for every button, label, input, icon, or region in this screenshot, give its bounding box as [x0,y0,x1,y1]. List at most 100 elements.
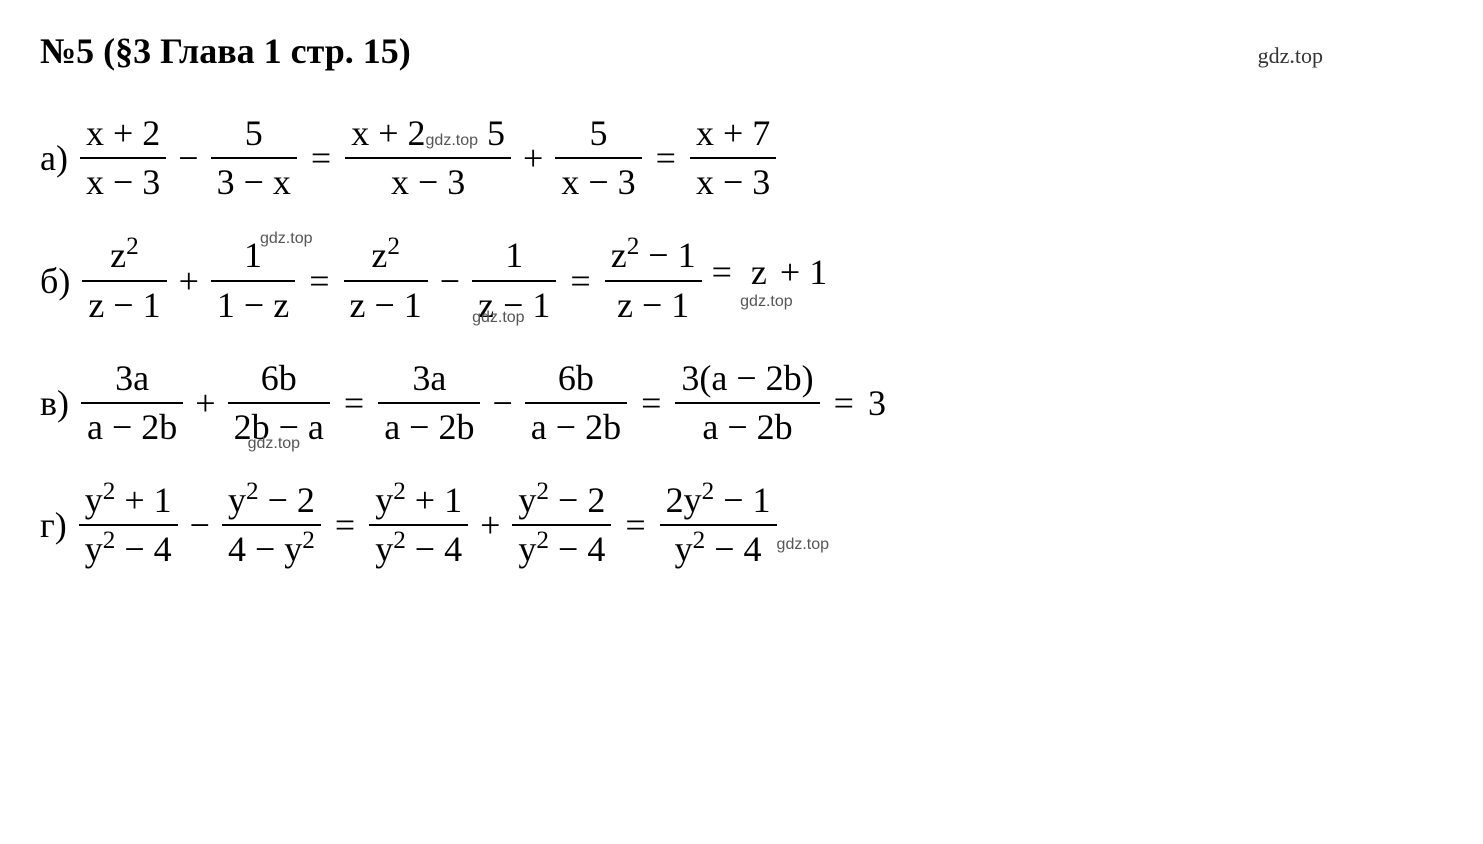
frac-num: 5 [583,112,613,155]
frac-num: 6b [255,357,303,400]
equals-sign: = [335,504,355,546]
result-c: 3 [868,382,886,424]
header-row: №5 (§3 Глава 1 стр. 15) gdz.top [40,30,1443,72]
operator-minus: − [492,382,512,424]
frac-num: 3a [109,357,155,400]
frac-bar [80,157,166,159]
frac-num: x + 7 [690,112,776,155]
page-title: №5 (§3 Глава 1 стр. 15) [40,30,411,72]
equation-b: б) z2 z − 1 + 1 1 − z = z2 z − 1 − 1 z −… [40,234,1443,326]
frac-den: y2 − 4 [369,528,468,571]
fraction-d5: 2y2 − 1 y2 − 4 [660,479,777,571]
frac-num: z2 [365,234,406,277]
frac-num: z2 [104,234,145,277]
frac-num-right: 5 [487,113,505,153]
fraction-c2: 6b 2b − a gdz.top [228,357,330,449]
frac-bar [211,157,297,159]
operator-plus: + [195,382,215,424]
frac-den: x − 3 [385,161,471,204]
frac-num: y2 − 2 [512,479,611,522]
equation-a: а) x + 2 x − 3 − 5 3 − x = x + 2gdz.top … [40,112,1443,204]
frac-bar [345,157,511,159]
item-label-c: в) [40,382,69,424]
frac-den: a − 2b [696,406,798,449]
frac-den: a − 2b [378,406,480,449]
operator-plus: + [480,504,500,546]
equation-c: в) 3a a − 2b + 6b 2b − a gdz.top = 3a a … [40,357,1443,449]
frac-num-left: x + 2 [351,113,425,153]
equals-sign: = [656,137,676,179]
result-z: z [751,252,767,292]
frac-den: 3 − x [211,161,297,204]
fraction-c1: 3a a − 2b [81,357,183,449]
fraction-a4: 5 x − 3 [555,112,641,204]
equals-sign: = [834,382,854,424]
frac-num: 1 [499,234,529,277]
operator-plus: + [523,137,543,179]
frac-num: y2 − 2 [222,479,321,522]
watermark-2: gdz.top [472,309,524,327]
operator-minus: − [440,260,460,302]
frac-num: y2 + 1 [369,479,468,522]
frac-num: x + 2 [80,112,166,155]
fraction-b2: 1 1 − z [211,234,295,326]
equals-sign: = [570,260,590,302]
frac-den: y2 − 4 [79,528,178,571]
watermark-5: gdz.top [777,536,829,554]
fraction-b4: 1 z − 1 gdz.top [472,234,556,326]
equals-sign: = [641,382,661,424]
frac-bar [378,402,480,404]
frac-bar [369,524,468,526]
frac-num: 5 [239,112,269,155]
watermark-header: gdz.top [1258,43,1323,69]
fraction-a3: x + 2gdz.top 5 x − 3 [345,112,511,204]
frac-num: x + 2gdz.top 5 [345,112,511,155]
frac-den: z − 1 [344,284,428,327]
frac-bar [675,402,819,404]
frac-den: x − 3 [555,161,641,204]
equals-sign: = [344,382,364,424]
fraction-d4: y2 − 2 y2 − 4 [512,479,611,571]
frac-num: 3a [406,357,452,400]
fraction-c4: 6b a − 2b [525,357,627,449]
frac-bar [525,402,627,404]
operator-minus: − [190,504,210,546]
frac-bar [211,280,295,282]
frac-den: 1 − z [211,284,295,327]
frac-bar [228,402,330,404]
frac-bar [512,524,611,526]
frac-den: a − 2b [81,406,183,449]
frac-num: y2 + 1 [79,479,178,522]
frac-num: z2 − 1 [605,234,702,277]
fraction-c3: 3a a − 2b [378,357,480,449]
operator-plus: + [179,260,199,302]
item-label-a: а) [40,137,68,179]
equals-sign: = [625,504,645,546]
item-label-d: г) [40,504,67,546]
frac-num: 6b [552,357,600,400]
fraction-d2: y2 − 2 4 − y2 [222,479,321,571]
item-label-b: б) [40,260,70,302]
fraction-d3: y2 + 1 y2 − 4 [369,479,468,571]
frac-num: 2y2 − 1 [660,479,777,522]
fraction-a5: x + 7 x − 3 [690,112,776,204]
fraction-b3: z2 z − 1 [344,234,428,326]
result-b-group: = z + 1 gdz.top [706,251,828,311]
frac-bar [660,524,777,526]
frac-bar [81,402,183,404]
equals-sign: = [311,137,331,179]
frac-den: z − 1 [82,284,166,327]
fraction-c5: 3(a − 2b) a − 2b [675,357,819,449]
fraction-d1: y2 + 1 y2 − 4 [79,479,178,571]
frac-den: x − 3 [690,161,776,204]
equation-d: г) y2 + 1 y2 − 4 − y2 − 2 4 − y2 = y2 + … [40,479,1443,571]
frac-den: 4 − y2 [222,528,321,571]
frac-bar [79,524,178,526]
fraction-a1: x + 2 x − 3 [80,112,166,204]
frac-bar [690,157,776,159]
frac-bar [472,280,556,282]
watermark-4: gdz.top [248,435,300,453]
inline-watermark: gdz.top [426,132,478,149]
equals-sign: = z + 1 [706,251,828,293]
frac-num: 1 [238,234,268,277]
